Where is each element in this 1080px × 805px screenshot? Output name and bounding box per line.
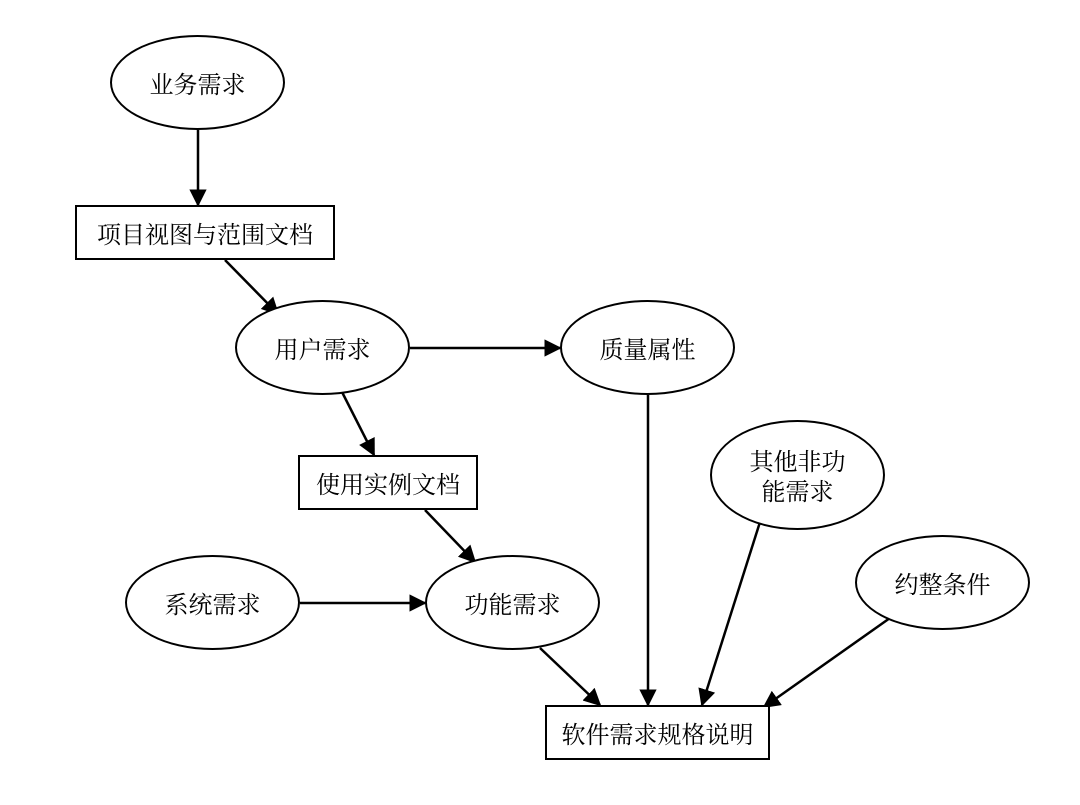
node-label: 系统需求	[165, 588, 261, 618]
node-funcreq: 功能需求	[425, 555, 600, 650]
node-label: 软件需求规格说明	[562, 718, 754, 748]
edge	[764, 618, 890, 707]
edge	[342, 392, 374, 455]
node-usecase: 使用实例文档	[298, 455, 478, 510]
node-label: 功能需求	[465, 588, 561, 618]
node-nonfunc: 其他非功 能需求	[710, 420, 885, 530]
node-label: 项目视图与范围文档	[97, 218, 313, 248]
edge	[702, 522, 760, 705]
node-label: 业务需求	[150, 68, 246, 98]
node-label: 用户需求	[275, 333, 371, 363]
node-quality: 质量属性	[560, 300, 735, 395]
node-scope: 项目视图与范围文档	[75, 205, 335, 260]
node-label: 质量属性	[600, 333, 696, 363]
diagram-canvas: 业务需求项目视图与范围文档用户需求 质量属性使用实例文档 其他非功 能需求系统需求 功…	[0, 0, 1080, 805]
node-label: 约整条件	[895, 568, 991, 598]
edge	[425, 510, 475, 562]
node-biz: 业务需求	[110, 35, 285, 130]
node-userreq: 用户需求	[235, 300, 410, 395]
node-label: 其他非功 能需求	[750, 445, 846, 505]
node-label: 使用实例文档	[316, 468, 460, 498]
node-constraint: 约整条件	[855, 535, 1030, 630]
node-sysreq: 系统需求	[125, 555, 300, 650]
edge	[540, 648, 600, 705]
edge	[225, 260, 278, 314]
node-srs: 软件需求规格说明	[545, 705, 770, 760]
